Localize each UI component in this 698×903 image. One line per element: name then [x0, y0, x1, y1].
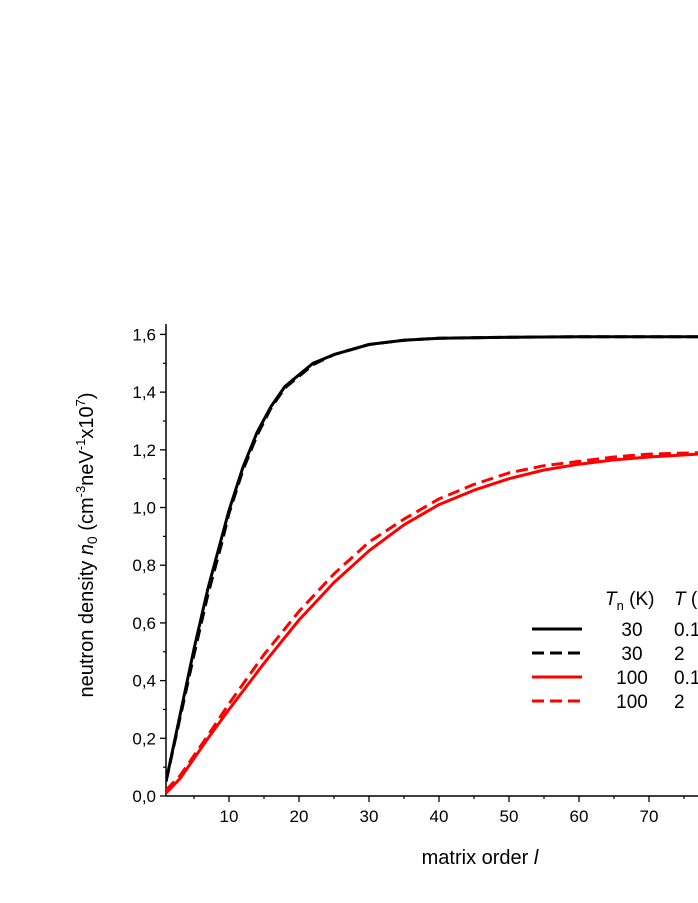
x-tick-label: 20 — [290, 807, 309, 826]
y-tick-label: 0,4 — [132, 672, 156, 691]
legend-header-t: T ( — [674, 589, 698, 610]
x-tick-label: 60 — [570, 807, 589, 826]
legend-t-3: 0.1 — [674, 668, 698, 689]
y-tick-label: 1,6 — [132, 325, 156, 344]
y-tick-label: 0,0 — [132, 787, 156, 806]
legend-tn-3: 100 — [616, 668, 648, 689]
y-tick-label: 1,0 — [132, 499, 156, 518]
legend-tn-4: 100 — [616, 692, 648, 713]
legend-t-2: 2 — [674, 644, 685, 665]
axes: 0,0 0,2 0,4 0,6 0,8 1,0 1,2 1,4 1,6 10 20 30 40 50 60 7… — [132, 324, 698, 826]
series-line-4 — [166, 451, 698, 792]
legend-t-1: 0.1 — [674, 620, 698, 641]
y-tick-label: 0,8 — [132, 556, 156, 575]
legend-header-tn: Tn (K) — [605, 589, 654, 613]
x-tick-label: 40 — [430, 807, 449, 826]
legend-tn-1: 30 — [621, 620, 642, 641]
series-layer — [166, 335, 698, 795]
y-tick-label: 0,6 — [132, 614, 156, 633]
y-axis-title: neutron density n0 (cm-3neV-1x107) — [73, 392, 100, 697]
x-tick-label: 70 — [640, 807, 659, 826]
y-tick-label: 1,2 — [132, 441, 156, 460]
x-axis-title: matrix order l — [422, 847, 539, 869]
x-tick-label: 50 — [500, 807, 519, 826]
x-tick-label: 10 — [220, 807, 239, 826]
legend-tn-2: 30 — [621, 644, 642, 665]
series-line-3 — [166, 452, 698, 795]
series-line-1 — [166, 335, 698, 782]
legend-t-4: 2 — [674, 692, 685, 713]
y-tick-label: 0,2 — [132, 729, 156, 748]
x-tick-label: 30 — [360, 807, 379, 826]
y-tick-label: 1,4 — [132, 383, 156, 402]
series-line-2 — [166, 335, 698, 782]
legend: Tn (K) T ( 30 0.1 30 2 100 0.1 100 2 — [532, 589, 698, 713]
